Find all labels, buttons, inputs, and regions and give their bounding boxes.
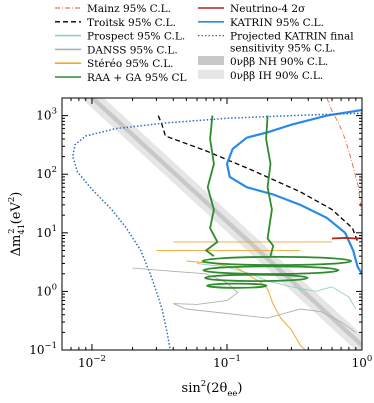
legend-label: Neutrino-4 2σ — [230, 3, 305, 15]
legend-swatch — [198, 69, 224, 79]
legend-label: Projected KATRIN final — [230, 31, 354, 43]
x-tick-label-0: 10−2 — [78, 354, 106, 370]
legend-item-r4: 0νββ IH 90% C.L. — [198, 69, 323, 82]
legend-item-l2: Prospect 95% C.L. — [55, 31, 185, 43]
y-axis-label: Δm412 (eV2) — [7, 192, 27, 257]
plot-frame — [61, 97, 363, 351]
legend-label: Mainz 95% C.L. — [87, 3, 171, 15]
legend-label: Stéréo 95% C.L. — [87, 58, 174, 70]
legend-item-l0: Mainz 95% C.L. — [55, 3, 171, 15]
y-tick-label-4: 103 — [36, 107, 57, 123]
raa-ga-loop-0 — [201, 255, 353, 266]
series-line-7 — [331, 236, 361, 240]
raa-ga-right — [265, 115, 275, 257]
legend-label: Prospect 95% C.L. — [87, 31, 185, 43]
legend-label: Troitsk 95% C.L. — [87, 17, 176, 29]
x-tick-label-1: 10−1 — [213, 354, 241, 370]
series-line-5 — [196, 263, 357, 310]
x-axis-label: sin2(2θee) — [182, 379, 243, 399]
legend-item-l5: RAA + GA 95% CL — [55, 72, 187, 84]
legend-label-line2: sensitivity 95% C.L. — [230, 43, 335, 55]
y-tick-label-1: 100 — [36, 282, 57, 298]
legend-swatch — [198, 56, 224, 65]
y-tick-label-0: 10−1 — [29, 341, 57, 357]
legend-label: KATRIN 95% C.L. — [230, 17, 324, 29]
legend-item-l1: Troitsk 95% C.L. — [55, 17, 176, 29]
band-1 — [89, 98, 362, 349]
legend-item-l4: Stéréo 95% C.L. — [55, 58, 174, 70]
legend-item-r3: 0νββ NH 90% C.L. — [198, 56, 328, 68]
y-tick-label-3: 102 — [36, 165, 57, 181]
series-lines — [71, 98, 362, 350]
legend-item-r0: Neutrino-4 2σ — [198, 3, 305, 15]
legend-label: 0νββ NH 90% C.L. — [230, 56, 328, 68]
legend-item-l3: DANSS 95% C.L. — [55, 44, 178, 56]
series-line-3 — [71, 112, 362, 350]
legend-label: 0νββ IH 90% C.L. — [230, 70, 323, 82]
raa-ga-loop-2 — [204, 273, 309, 282]
series-line-2 — [225, 108, 362, 275]
ticks: 10−2 10−1 100 10−1 100 101 102 103 — [29, 97, 373, 370]
legend-label: RAA + GA 95% CL — [87, 72, 187, 84]
y-tick-label-2: 101 — [36, 224, 57, 240]
axis-labels: sin2(2θee) Δm412 (eV2) — [7, 192, 242, 399]
raa-ga-left — [204, 115, 219, 257]
series-line-1 — [326, 98, 362, 213]
x-tick-label-2: 100 — [352, 354, 373, 370]
legend-item-r1: KATRIN 95% C.L. — [198, 17, 324, 29]
legend: Mainz 95% C.L. Troitsk 95% C.L. Prospect 9… — [55, 3, 354, 84]
legend-label: DANSS 95% C.L. — [87, 44, 178, 56]
series-line-0 — [157, 115, 359, 243]
raa-ga-loop-3 — [206, 282, 268, 289]
